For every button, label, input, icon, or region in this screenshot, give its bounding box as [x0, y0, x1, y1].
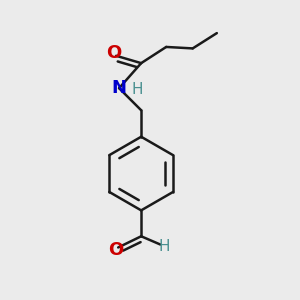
Text: H: H	[158, 239, 169, 254]
Text: H: H	[132, 82, 143, 97]
Text: O: O	[108, 242, 123, 260]
Text: N: N	[112, 79, 127, 97]
Text: O: O	[106, 44, 122, 62]
